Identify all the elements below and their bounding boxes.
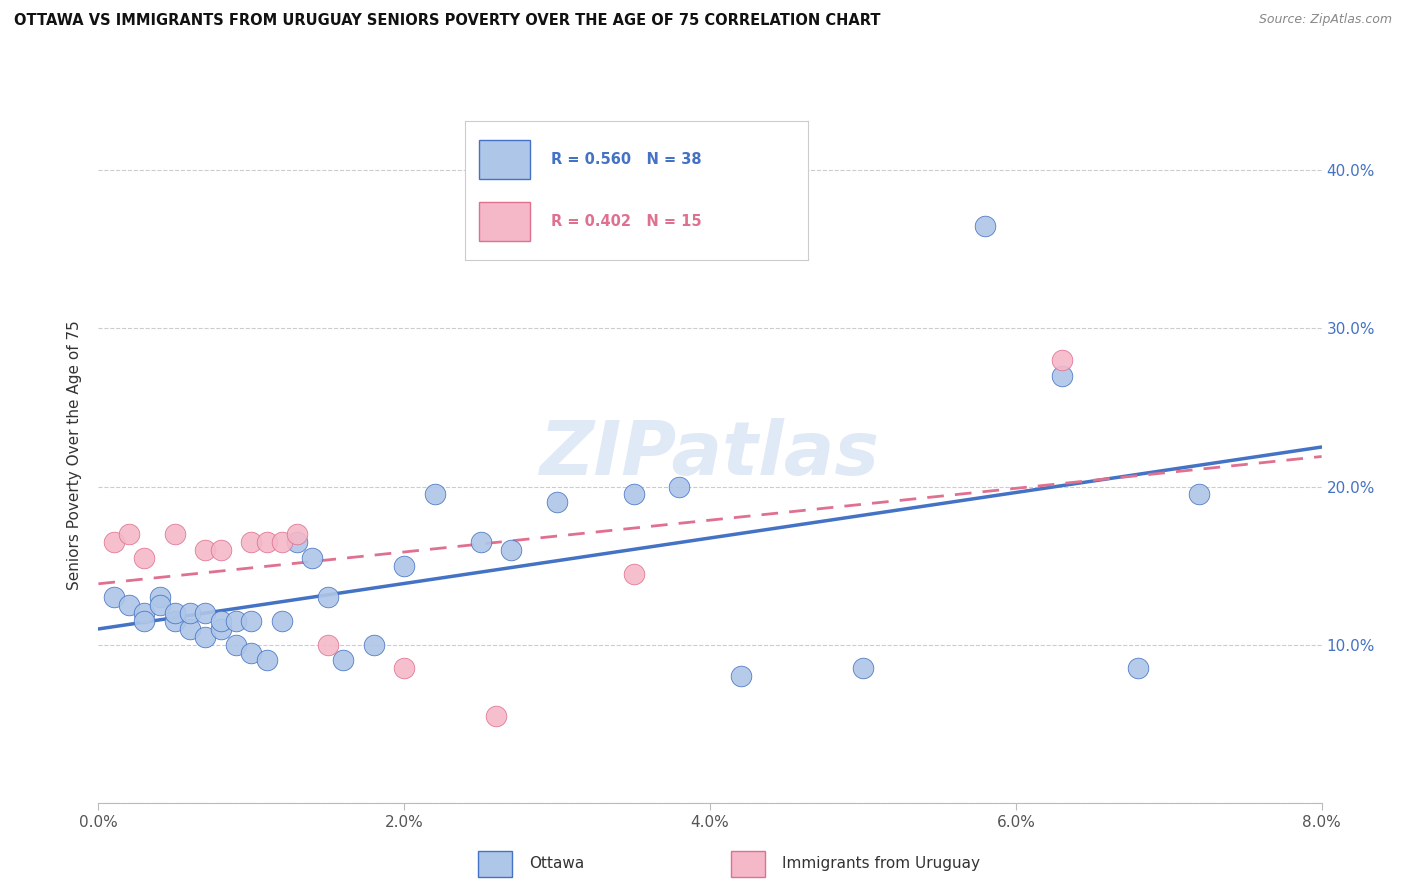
Point [546, 495, 568, 509]
Point [485, 708, 508, 723]
Text: Ottawa: Ottawa [529, 855, 583, 871]
Point [423, 487, 446, 501]
Point [1128, 661, 1150, 675]
Point [149, 598, 172, 612]
Point [225, 638, 247, 652]
Point [285, 527, 308, 541]
Point [118, 598, 141, 612]
Point [103, 534, 125, 549]
Text: Source: ZipAtlas.com: Source: ZipAtlas.com [1258, 13, 1392, 27]
Point [392, 661, 416, 675]
Point [316, 591, 339, 605]
Point [163, 606, 186, 620]
Point [974, 219, 997, 233]
Point [240, 614, 263, 628]
Point [103, 591, 125, 605]
Point [225, 614, 247, 628]
Y-axis label: Seniors Poverty Over the Age of 75: Seniors Poverty Over the Age of 75 [67, 320, 83, 590]
Point [256, 653, 278, 667]
Bar [731, 851, 765, 877]
Point [209, 614, 232, 628]
Point [194, 630, 217, 644]
Point [623, 487, 645, 501]
Point [194, 542, 217, 557]
Point [240, 646, 263, 660]
Point [179, 622, 201, 636]
Point [240, 534, 263, 549]
Point [1050, 368, 1073, 383]
Point [363, 638, 385, 652]
Point [285, 534, 308, 549]
Point [179, 606, 201, 620]
Text: OTTAWA VS IMMIGRANTS FROM URUGUAY SENIORS POVERTY OVER THE AGE OF 75 CORRELATION: OTTAWA VS IMMIGRANTS FROM URUGUAY SENIOR… [14, 13, 880, 29]
Point [209, 622, 232, 636]
Point [256, 534, 278, 549]
Point [209, 542, 232, 557]
Point [134, 614, 156, 628]
Point [270, 614, 294, 628]
Point [134, 550, 156, 565]
Text: ZIPatlas: ZIPatlas [540, 418, 880, 491]
Point [163, 527, 186, 541]
Point [623, 566, 645, 581]
Point [316, 638, 339, 652]
Point [301, 550, 323, 565]
Text: Immigrants from Uruguay: Immigrants from Uruguay [782, 855, 980, 871]
Point [270, 534, 294, 549]
Point [668, 479, 690, 493]
Point [332, 653, 354, 667]
Point [163, 614, 186, 628]
Point [1188, 487, 1211, 501]
Point [1050, 353, 1073, 368]
Point [149, 591, 172, 605]
Point [194, 606, 217, 620]
Bar [478, 851, 512, 877]
Point [501, 542, 523, 557]
Point [852, 661, 875, 675]
Point [392, 558, 416, 573]
Point [730, 669, 752, 683]
Point [118, 527, 141, 541]
Point [470, 534, 492, 549]
Point [134, 606, 156, 620]
